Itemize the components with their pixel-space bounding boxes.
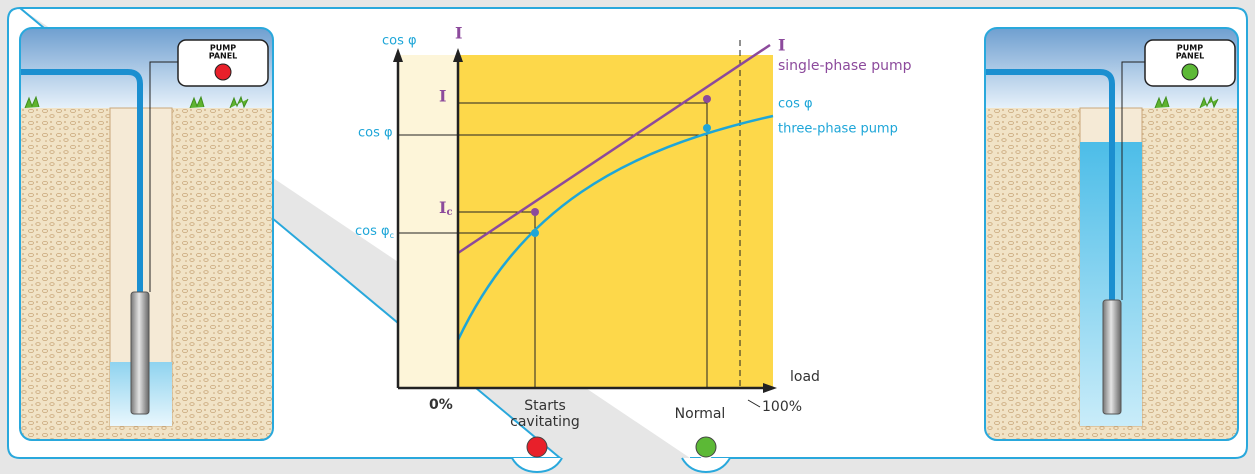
tab [511, 457, 563, 474]
guides [398, 40, 761, 408]
panel-label: PANEL [1176, 52, 1205, 61]
cable [1121, 61, 1145, 300]
pump [1102, 299, 1122, 415]
pipe [985, 69, 1115, 300]
current-normal: I [439, 87, 446, 106]
point [703, 95, 711, 103]
leader [747, 399, 761, 408]
three-phase-curve [456, 114, 774, 341]
subscript: c [446, 207, 452, 218]
single-phase-curve [457, 43, 771, 255]
arrow [453, 48, 463, 62]
label: cos φ [355, 224, 390, 239]
graph-area [458, 55, 773, 388]
cavitating-indicator [526, 436, 548, 458]
axes [393, 48, 777, 393]
label: I [439, 198, 446, 217]
grass [1154, 95, 1219, 109]
cable [149, 61, 178, 292]
point [703, 124, 711, 132]
left-well: PUMP PANEL [19, 27, 274, 441]
grass [24, 95, 249, 109]
panel [1144, 39, 1236, 87]
arrow [393, 48, 403, 62]
pump [130, 291, 150, 415]
cavitating-label: Starts [524, 398, 566, 414]
x-axis-label: load [790, 369, 820, 385]
tab [681, 457, 731, 474]
cavitating-label: cavitating [510, 414, 580, 430]
cos-normal: cos φ [358, 126, 393, 141]
x-start: 0% [429, 397, 453, 413]
point [531, 208, 539, 216]
legend-name: single-phase pump [778, 58, 912, 74]
graph: cos φ I I cos φ Ic cos φc load 0% 100% S… [355, 24, 912, 431]
current-cavitating: Ic [439, 198, 453, 218]
status-light [1181, 63, 1199, 81]
legend-symbol: I [778, 36, 785, 55]
legend-name: three-phase pump [778, 122, 898, 137]
point [531, 229, 539, 237]
panel-label: PUMP [210, 44, 236, 53]
panel-border [984, 27, 1239, 441]
x-end: 100% [762, 399, 802, 415]
cos-cavitating: cos φc [355, 224, 394, 240]
axis-label: I [455, 24, 462, 43]
status-light [214, 63, 232, 81]
normal-label: Normal [675, 406, 726, 422]
graph-band [398, 55, 458, 388]
right-well: PUMP PANEL [984, 27, 1239, 441]
subscript: c [390, 231, 394, 240]
panel-label: PANEL [209, 52, 238, 61]
panel-label: PUMP [1177, 44, 1203, 53]
legend-symbol: cos φ [778, 97, 813, 112]
arrow [763, 383, 777, 393]
pipe [20, 69, 143, 292]
normal-indicator [695, 436, 717, 458]
panel [177, 39, 269, 87]
axis-label: cos φ [382, 34, 417, 49]
panel-border [19, 27, 274, 441]
